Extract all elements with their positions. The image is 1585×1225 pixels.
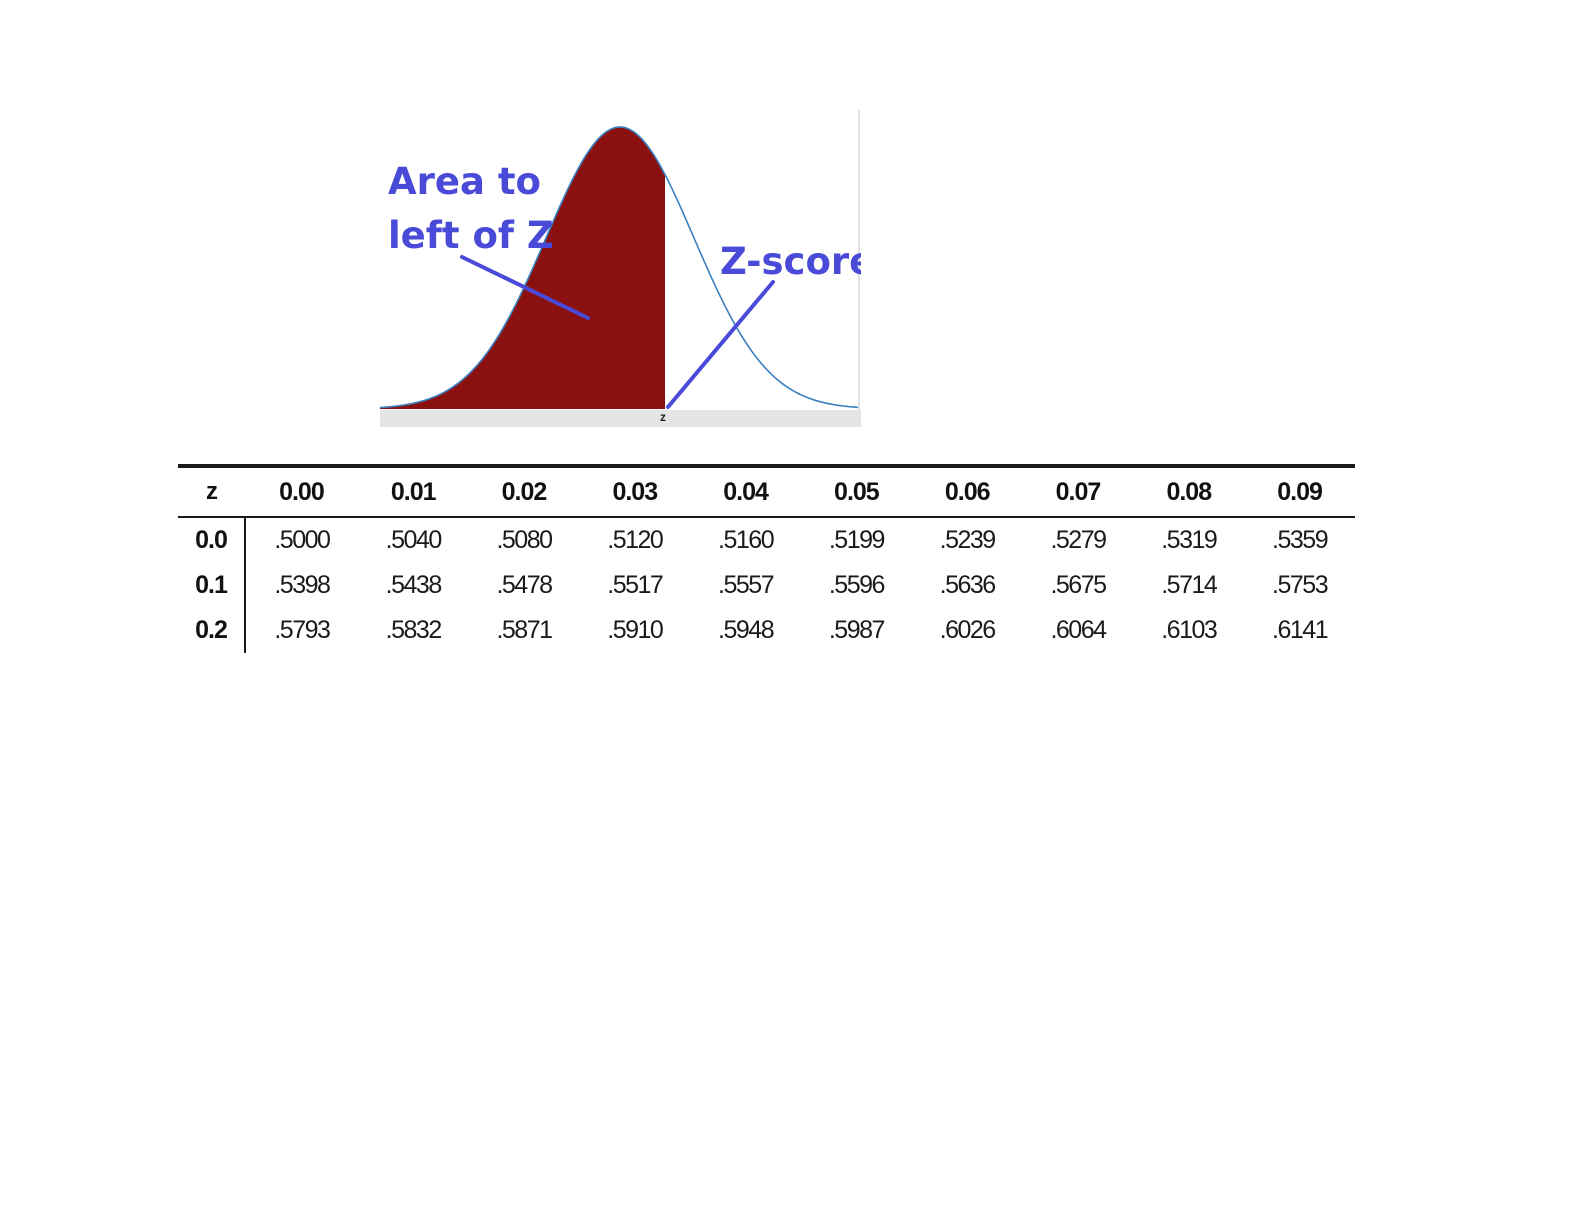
normal-curve-svg: Area to left of Z Z-score z	[380, 110, 861, 427]
probability-cell: .5120	[607, 526, 664, 554]
probability-cell: .5714	[1161, 571, 1218, 599]
column-header: 0.06	[944, 477, 991, 506]
probability-cell: .5636	[939, 571, 997, 599]
probability-cell: .5000	[274, 526, 331, 554]
column-header: 0.02	[501, 477, 548, 506]
area-callout-line1: Area to	[388, 160, 541, 203]
probability-cell: .6103	[1161, 616, 1218, 644]
probability-cell: .5160	[718, 526, 775, 554]
zscore-callout-pointer	[666, 280, 775, 409]
probability-cell: .5438	[385, 571, 443, 599]
probability-cell: .5871	[496, 616, 553, 644]
probability-cell: .5910	[607, 616, 664, 644]
normal-curve-diagram: Area to left of Z Z-score z	[380, 110, 861, 430]
area-left-of-z	[380, 127, 665, 409]
table-row: 0.2 .5793 .5832 .5871 .5910 .5948 .5987 .6026 .6…	[178, 608, 1355, 653]
zscore-callout: Z-score	[720, 240, 861, 283]
z-axis-mark: z	[660, 410, 666, 424]
probability-cell: .5948	[718, 616, 775, 644]
column-header: 0.03	[612, 477, 658, 506]
probability-cell: .5832	[385, 616, 443, 644]
column-header: 0.09	[1277, 477, 1323, 506]
probability-cell: .5478	[496, 571, 553, 599]
probability-cell: .5517	[607, 571, 664, 599]
probability-cell: .5987	[828, 616, 886, 644]
column-header: 0.05	[834, 477, 880, 506]
z-table-body: 0.0 .5000 .5040 .5080 .5120 .5160 .5199 .5239 .5…	[178, 517, 1355, 653]
probability-cell: .5557	[718, 571, 775, 599]
probability-cell: .5359	[1272, 526, 1329, 554]
table-row: 0.0 .5000 .5040 .5080 .5120 .5160 .5199 .5239 .5…	[178, 517, 1355, 563]
normal-curve-line	[380, 126, 859, 409]
column-header: 0.00	[279, 477, 325, 506]
axis-baseline-strip	[380, 410, 861, 427]
probability-cell: .6141	[1272, 616, 1329, 644]
probability-cell: .5398	[274, 571, 331, 599]
table-row: 0.1 .5398 .5438 .5478 .5517 .5557 .5596 .5636 .5…	[178, 563, 1355, 608]
z-table-header-row: z 0.00 0.01 0.02 0.03 0.04 0.05 0.06 0.07 0.08 0.…	[178, 466, 1355, 517]
column-header: 0.01	[390, 477, 437, 506]
row-z-value: 0.0	[178, 517, 246, 563]
probability-cell: .5675	[1050, 571, 1107, 599]
probability-cell: .5793	[274, 616, 331, 644]
area-callout-pointer	[460, 255, 590, 320]
probability-cell: .5596	[828, 571, 886, 599]
probability-cell: .5199	[828, 526, 886, 554]
probability-cell: .5319	[1161, 526, 1218, 554]
probability-cell: .5080	[496, 526, 553, 554]
z-corner-header: z	[206, 478, 218, 505]
probability-cell: .5040	[385, 526, 443, 554]
area-callout-line2: left of Z	[388, 214, 554, 257]
row-z-value: 0.1	[178, 563, 246, 608]
probability-cell: .5753	[1272, 571, 1329, 599]
z-table: z 0.00 0.01 0.02 0.03 0.04 0.05 0.06 0.07 0.08 0.…	[178, 464, 1355, 653]
column-header: 0.07	[1055, 477, 1102, 506]
row-z-value: 0.2	[178, 608, 246, 653]
probability-cell: .5279	[1050, 526, 1107, 554]
column-header: 0.04	[723, 477, 769, 506]
probability-cell: .6064	[1050, 616, 1107, 644]
column-header: 0.08	[1166, 477, 1212, 506]
probability-cell: .5239	[939, 526, 997, 554]
probability-cell: .6026	[939, 616, 997, 644]
